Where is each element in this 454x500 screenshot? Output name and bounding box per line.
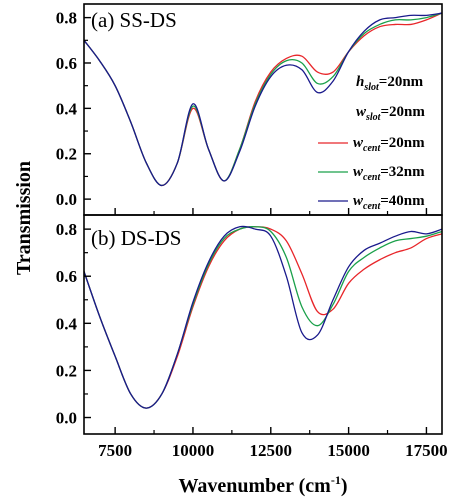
legend-red-value: =20nm	[380, 135, 425, 151]
x-axis-label-main: Wavenumber (cm	[178, 475, 331, 497]
annotation-h-slot-sub: slot	[363, 82, 380, 93]
legend-green-var: w	[353, 164, 364, 180]
legend-label-red: wcent=20nm	[353, 135, 425, 154]
panel-a-series-line-1	[83, 12, 443, 187]
panel-a: 0.00.20.40.60.8 (a) SS-DS hslot=20nm wsl…	[56, 3, 443, 216]
legend: wcent=20nm wcent=32nm wcent=40nm	[318, 135, 425, 212]
panel-b-x-tick-label: 7500	[98, 441, 132, 460]
legend-label-green: wcent=32nm	[353, 164, 425, 183]
panel-a-ticks: 0.0 0.2 0.4 0.6 0.8	[56, 9, 428, 215]
x-axis-label: Wavenumber (cm-1)	[178, 473, 347, 497]
legend-label-blue: wcent=40nm	[353, 193, 425, 212]
panel-b-y-tick-label: 0.4	[56, 314, 78, 333]
y-axis-label: Transmission	[13, 161, 35, 275]
legend-blue-sub: cent	[363, 201, 381, 212]
panel-a-title: (a) SS-DS	[91, 8, 177, 32]
panel-b-x-tick-label: 17500	[405, 441, 448, 460]
panel-b-y-tick-label: 0.2	[56, 361, 77, 380]
panel-b-x-tick-label: 10000	[172, 441, 215, 460]
panel-b-title: (b) DS-DS	[91, 226, 181, 250]
panel-a-annotations: hslot=20nm wslot=20nm	[356, 74, 425, 123]
legend-red-var: w	[353, 135, 364, 151]
panel-a-y-tick-label: 0.4	[56, 99, 78, 118]
panel-b-ticks: 0.0 0.2 0.4 0.6 0.8 7500 10000 12500 15000 17500	[56, 220, 448, 460]
panel-a-y-tick-label: 0.0	[56, 190, 77, 209]
legend-red-sub: cent	[363, 143, 381, 154]
panel-a-y-tick-label: 0.2	[56, 145, 77, 164]
annotation-w-slot: wslot=20nm	[356, 104, 425, 123]
legend-blue-value: =40nm	[380, 193, 425, 209]
panel-b-series-line-3	[83, 225, 443, 409]
panel-a-series	[83, 12, 443, 187]
legend-blue-var: w	[353, 193, 364, 209]
panel-b-y-tick-label: 0.0	[56, 409, 77, 428]
panel-b-series-line-2	[83, 226, 443, 409]
panel-b-y-tick-label: 0.6	[56, 267, 77, 286]
x-axis-label-close: )	[341, 475, 348, 497]
annotation-h-slot-value: =20nm	[379, 74, 424, 90]
annotation-h-slot: hslot=20nm	[356, 74, 424, 93]
annotation-w-slot-value: =20nm	[380, 104, 425, 120]
panel-b-x-tick-label: 15000	[327, 441, 370, 460]
panel-a-y-tick-label: 0.6	[56, 54, 77, 73]
panel-b-series-line-1	[83, 226, 443, 409]
panel-a-series-line-3	[83, 12, 443, 187]
x-axis-label-sup: -1	[331, 473, 341, 487]
annotation-w-slot-sub: slot	[365, 112, 382, 123]
legend-green-value: =32nm	[380, 164, 425, 180]
legend-green-sub: cent	[363, 172, 381, 183]
annotation-w-slot-var: w	[356, 104, 367, 120]
annotation-h-slot-var: h	[356, 74, 364, 90]
panel-b-frame	[83, 214, 443, 435]
panel-a-y-tick-label: 0.8	[56, 9, 77, 28]
panel-a-series-line-2	[83, 12, 443, 187]
panel-b-series	[83, 225, 443, 409]
panel-b-x-tick-label: 12500	[250, 441, 293, 460]
panel-b-y-tick-label: 0.8	[56, 220, 77, 239]
